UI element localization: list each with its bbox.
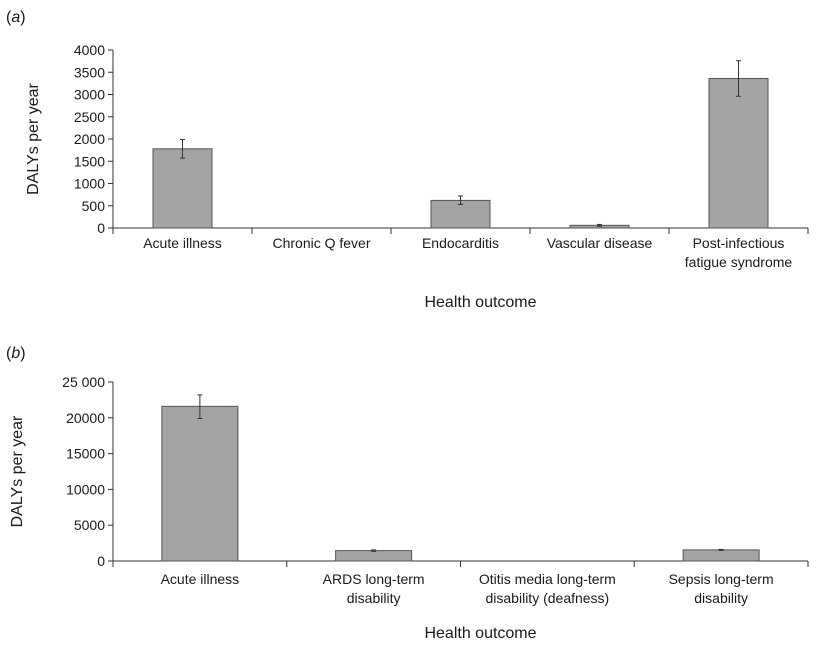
y-axis-title: DALYs per year [9,415,26,527]
panel-label: (b) [6,345,26,362]
x-tick-label: Sepsis long-term disability [669,571,774,606]
bar [708,77,769,229]
x-tick-label: Chronic Q fever [272,235,370,251]
bar [161,405,239,562]
y-tick-label: 10000 [66,481,105,497]
x-tick-label: Acute illness [161,571,240,587]
x-tick-label: Endocarditis [422,235,499,251]
y-tick-label: 25 000 [62,374,105,390]
x-tick-label: ARDS long-term disability [323,571,425,606]
panel-a: (a) 0 500 1000 1500 2000 2500 3000 3500 4000 Acute… [6,9,809,311]
y-tick-label: 15000 [66,446,105,462]
panel-letter: b [11,345,20,362]
y-tick-label: 4000 [74,42,105,58]
y-tick-label: 2500 [74,109,105,125]
x-tick-label: Acute illness [143,235,222,251]
y-tick-label: 3000 [74,87,105,103]
y-axis-title: DALYs per year [25,82,42,194]
y-tick-label: 0 [97,553,105,569]
x-axis-title: Health outcome [424,294,536,311]
y-tick-label: 0 [97,220,105,236]
x-tick-label: Vascular disease [547,235,653,251]
bar [152,148,213,229]
panel-letter: a [11,9,20,26]
y-tick-label: 1500 [74,153,105,169]
bar [335,550,413,562]
x-tick-label: Otitis media long-term disability (deafne… [479,571,616,606]
y-tick-label: 20000 [66,410,105,426]
y-tick-label: 500 [82,198,106,214]
bar [430,199,491,229]
y-tick-label: 1000 [74,176,105,192]
y-tick-label: 2000 [74,131,105,147]
y-tick-label: 5000 [74,517,105,533]
panel-label: (a) [6,9,26,26]
x-tick-label: Post-infectious fatigue syndrome [685,235,793,270]
bar [682,549,760,562]
panel-b: (b) 0 5000 10000 15000 20000 25 000 Acute illne… [6,345,809,642]
x-axis-title: Health outcome [424,625,536,642]
y-tick-label: 3500 [74,64,105,80]
